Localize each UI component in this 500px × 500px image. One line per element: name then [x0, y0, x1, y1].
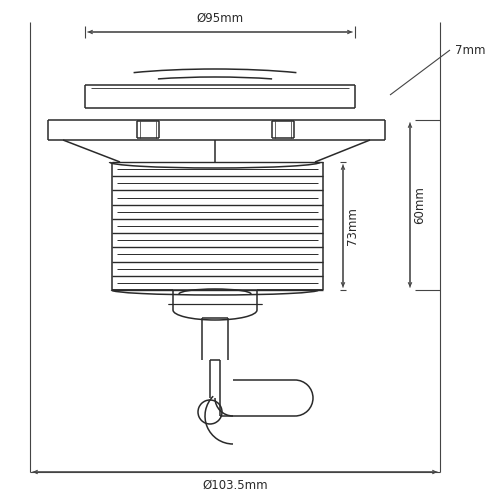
Text: 7mm: 7mm [455, 44, 486, 57]
Text: Ø95mm: Ø95mm [196, 12, 244, 25]
Text: 73mm: 73mm [346, 207, 359, 245]
Text: Ø103.5mm: Ø103.5mm [202, 479, 268, 492]
Text: 60mm: 60mm [413, 186, 426, 224]
